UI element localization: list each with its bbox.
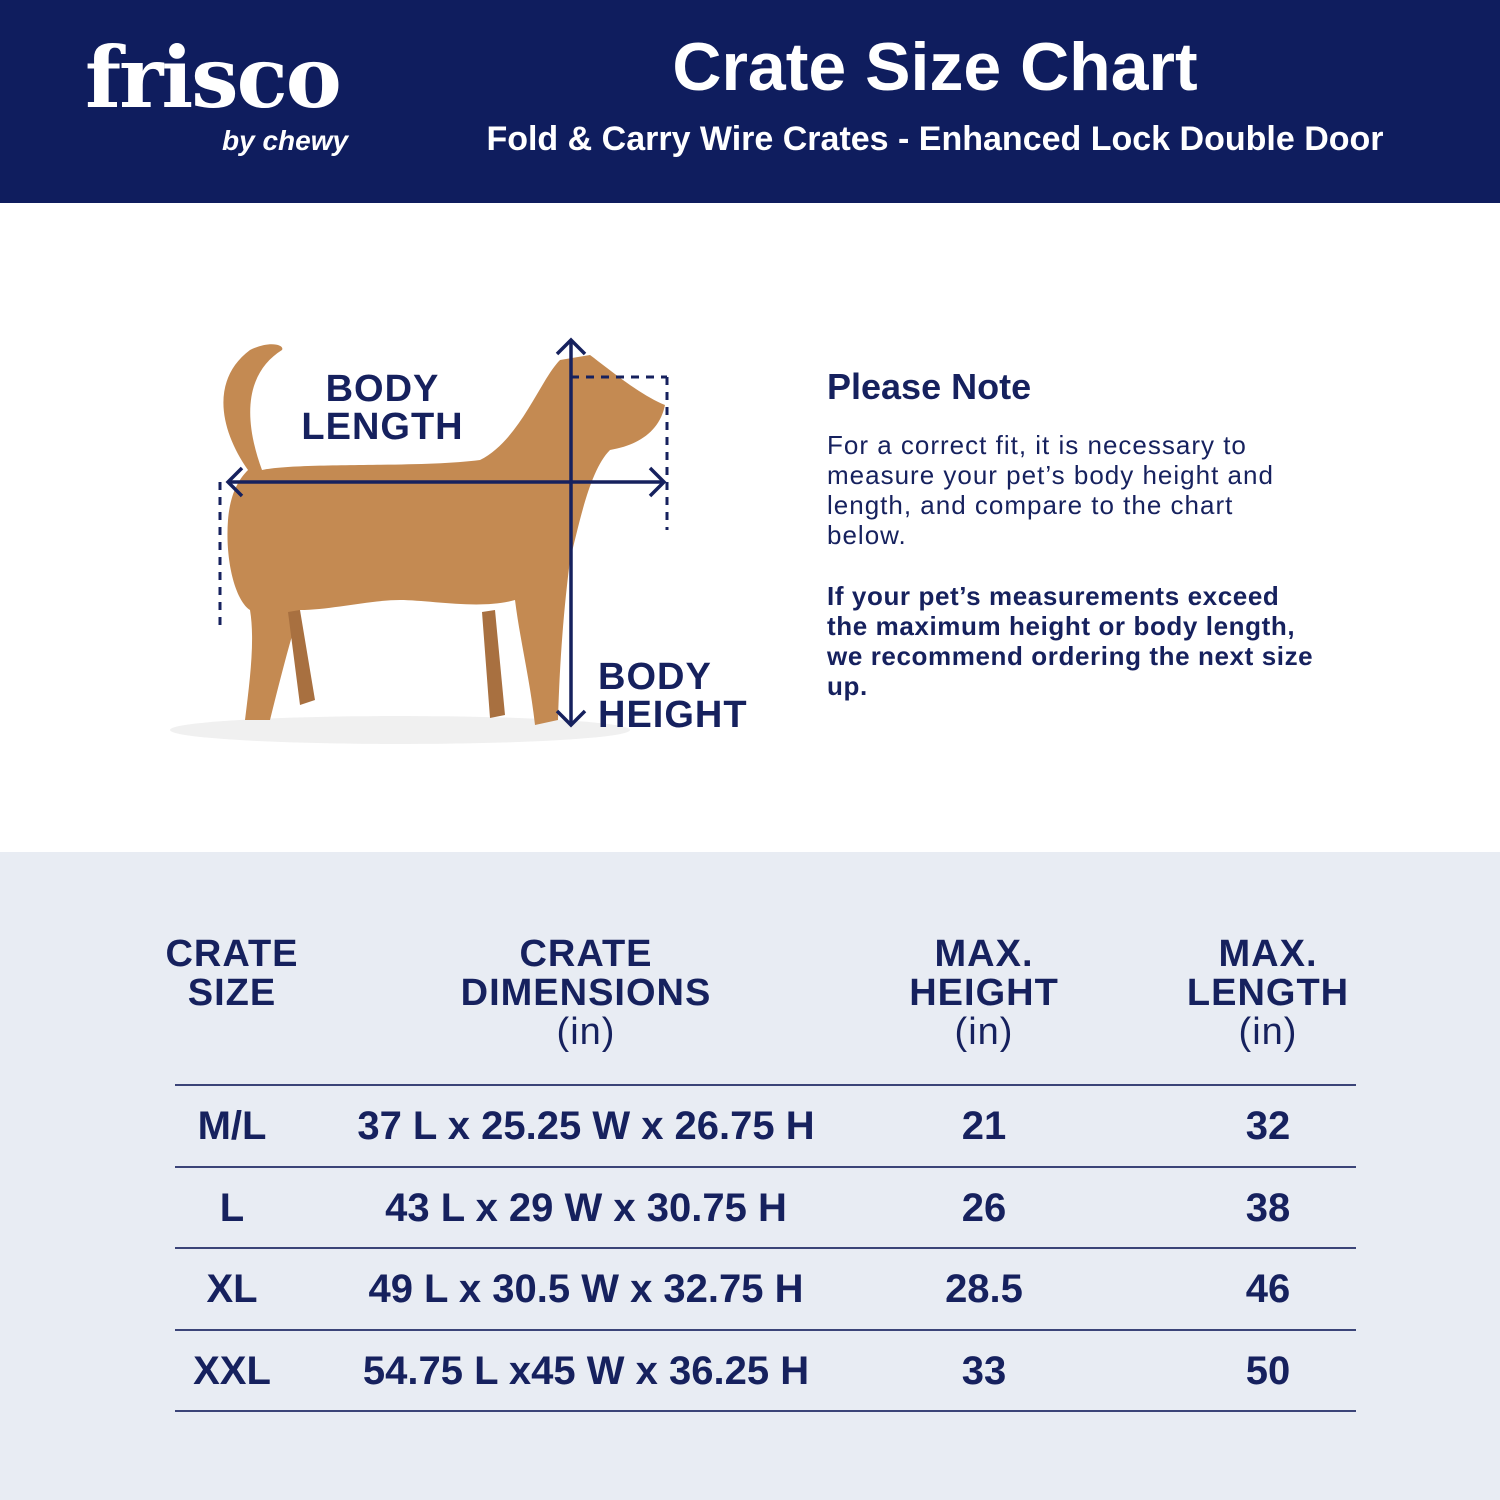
header-unit: (in) bbox=[954, 1011, 1014, 1053]
label-line: HEIGHT bbox=[598, 694, 748, 736]
height-label: BODY HEIGHT bbox=[598, 658, 748, 734]
header-line: HEIGHT bbox=[909, 972, 1059, 1014]
row-divider bbox=[175, 1084, 1356, 1086]
row-divider bbox=[175, 1329, 1356, 1331]
note-emphasis: If your pet’s measurements exceed the ma… bbox=[827, 581, 1314, 701]
title: Crate Size Chart bbox=[672, 29, 1198, 105]
subtitle: Fold & Carry Wire Crates - Enhanced Lock… bbox=[486, 120, 1384, 158]
column-header: CRATE SIZE bbox=[72, 935, 392, 1013]
table-cell: 43 L x 29 W x 30.75 H bbox=[385, 1186, 787, 1230]
table-cell: 26 bbox=[961, 1186, 1007, 1230]
header-line: LENGTH bbox=[1186, 972, 1350, 1014]
table-cell: L bbox=[219, 1186, 245, 1230]
label-line: BODY bbox=[325, 368, 440, 410]
row-divider bbox=[175, 1247, 1356, 1249]
note-text: For a correct fit, it is necessary to me… bbox=[827, 430, 1274, 550]
table-cell: 28.5 bbox=[945, 1267, 1023, 1311]
table-cell: 49 L x 30.5 W x 32.75 H bbox=[368, 1267, 804, 1311]
header-line: MAX. bbox=[1218, 933, 1318, 975]
header-line: CRATE bbox=[519, 933, 653, 975]
header: frisco by chewy Crate Size Chart Fold & … bbox=[0, 0, 1500, 203]
table-cell: XL bbox=[206, 1267, 258, 1311]
header-unit: (in) bbox=[556, 1011, 616, 1053]
column-header: MAX. LENGTH (in) bbox=[1108, 935, 1428, 1052]
column-header: CRATE DIMENSIONS (in) bbox=[426, 935, 746, 1052]
table-cell: 50 bbox=[1245, 1349, 1291, 1393]
dog bbox=[170, 344, 665, 744]
logo: frisco bbox=[85, 28, 342, 127]
header-line: DIMENSIONS bbox=[460, 972, 712, 1014]
table-cell: 33 bbox=[961, 1349, 1007, 1393]
dog-diagram bbox=[170, 337, 669, 744]
table-cell: 32 bbox=[1245, 1104, 1291, 1148]
header-unit: (in) bbox=[1238, 1011, 1298, 1053]
row-divider bbox=[175, 1410, 1356, 1412]
table-cell: 21 bbox=[961, 1104, 1007, 1148]
length-label: BODY LENGTH bbox=[290, 370, 475, 446]
table-cell: M/L bbox=[197, 1104, 267, 1148]
logo-sub: by chewy bbox=[222, 125, 349, 156]
table-cell: 37 L x 25.25 W x 26.75 H bbox=[357, 1104, 815, 1148]
table-cell: 46 bbox=[1245, 1267, 1291, 1311]
note-title: Please Note bbox=[827, 366, 1032, 407]
header-line: SIZE bbox=[187, 972, 277, 1014]
header-line: MAX. bbox=[934, 933, 1034, 975]
table-cell: 38 bbox=[1245, 1186, 1291, 1230]
table-cell: XXL bbox=[193, 1349, 271, 1393]
table-cell: 54.75 L x45 W x 36.25 H bbox=[362, 1349, 810, 1393]
table-section bbox=[0, 852, 1500, 1500]
label-line: BODY bbox=[598, 656, 712, 698]
column-header: MAX. HEIGHT (in) bbox=[824, 935, 1144, 1052]
label-line: LENGTH bbox=[301, 406, 464, 448]
header-line: CRATE bbox=[165, 933, 299, 975]
arrows bbox=[218, 337, 669, 728]
row-divider bbox=[175, 1166, 1356, 1168]
